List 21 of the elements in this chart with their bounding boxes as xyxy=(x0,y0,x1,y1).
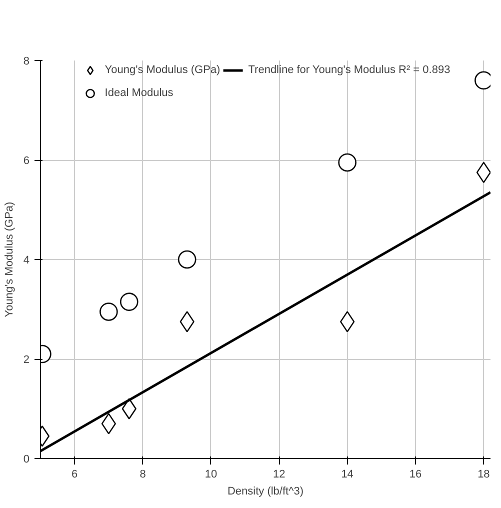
point xyxy=(100,302,118,321)
y-tick-label: 6 xyxy=(23,155,30,167)
y-tick-label: 4 xyxy=(23,254,30,266)
legend-label: Ideal Modulus xyxy=(104,87,174,99)
point xyxy=(338,153,356,172)
y-tick-label: 2 xyxy=(23,354,30,366)
x-tick-label: 16 xyxy=(409,468,422,480)
x-axis-title: Density (lb/ft^3) xyxy=(227,486,304,498)
point xyxy=(178,250,196,269)
x-tick-label: 12 xyxy=(273,468,286,480)
point xyxy=(120,292,138,311)
legend-label: Young's Modulus (GPa) xyxy=(104,64,220,76)
x-tick-label: 8 xyxy=(140,468,146,480)
x-tick-label: 10 xyxy=(204,468,218,480)
x-tick-label: 18 xyxy=(478,468,490,480)
legend-label: Trendline for Young's Modulus R² = 0.893 xyxy=(248,64,450,76)
x-tick-label: 14 xyxy=(341,468,354,480)
y-tick-label: 8 xyxy=(23,56,30,68)
y-axis-title: Young's Modulus (GPa) xyxy=(3,202,16,318)
x-tick-label: 6 xyxy=(72,468,78,480)
y-tick-label: 0 xyxy=(23,454,30,466)
